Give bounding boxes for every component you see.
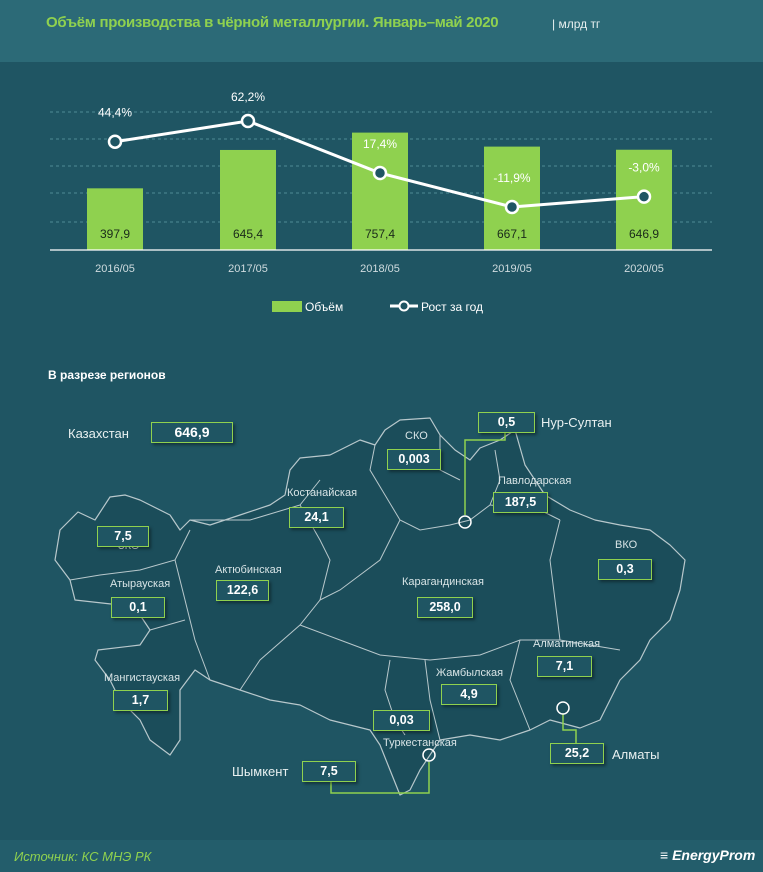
growth-point bbox=[636, 189, 652, 204]
region-label-aktobe: Актюбинская bbox=[215, 564, 282, 576]
growth-label: 62,2% bbox=[231, 90, 265, 104]
legend-bar-label: Объём bbox=[305, 300, 343, 314]
region-label-kazakhstan: Казахстан bbox=[68, 426, 129, 441]
growth-point bbox=[107, 134, 123, 149]
chart-title: Объём производства в чёрной металлургии.… bbox=[46, 14, 499, 31]
region-value-turkestan: 0,03 bbox=[373, 710, 430, 731]
growth-label: -11,9% bbox=[493, 171, 530, 185]
region-value-almaty-city: 25,2 bbox=[550, 743, 604, 764]
bar-2019/05 bbox=[484, 146, 540, 250]
region-label-zhambyl: Жамбылская bbox=[436, 667, 504, 679]
region-label-atyrau: Атырауская bbox=[110, 578, 171, 590]
x-tick-label: 2017/05 bbox=[228, 263, 268, 275]
region-label-pavlodar: Павлодарская bbox=[498, 475, 572, 487]
region-value-almaty-region: 7,1 bbox=[537, 656, 592, 677]
region-value-zko: 7,5 bbox=[97, 526, 149, 547]
growth-label: 17,4% bbox=[363, 137, 397, 151]
region-value-kostanay: 24,1 bbox=[289, 507, 344, 528]
x-tick-label: 2020/05 bbox=[624, 263, 664, 275]
region-value-sko: 0,003 bbox=[387, 449, 441, 470]
bar-2018/05 bbox=[352, 132, 408, 250]
legend-line-marker bbox=[398, 300, 410, 312]
bar-2016/05 bbox=[87, 188, 143, 250]
logo-icon: ≡ bbox=[660, 847, 673, 863]
region-value-zhambyl: 4,9 bbox=[441, 684, 497, 705]
source-note: Источник: КС МНЭ РК bbox=[14, 849, 152, 864]
footer-band bbox=[0, 840, 763, 872]
legend-line-label: Рост за год bbox=[421, 300, 483, 314]
logo-text: EnergyProm bbox=[672, 847, 756, 863]
region-value-karaganda: 258,0 bbox=[417, 597, 473, 618]
region-label-turkestan: Туркестанская bbox=[383, 737, 457, 749]
region-label-almaty-city: Алматы bbox=[612, 747, 660, 762]
region-value-mangystau: 1,7 bbox=[113, 690, 168, 711]
region-value-shymkent: 7,5 bbox=[302, 761, 356, 782]
growth-label: 44,4% bbox=[98, 106, 132, 120]
region-value-atyrau: 0,1 bbox=[111, 597, 165, 618]
region-label-shymkent: Шымкент bbox=[232, 764, 289, 779]
region-label-kostanay: Костанайская bbox=[287, 487, 358, 499]
region-label-almaty-region: Алматинская bbox=[533, 638, 601, 650]
bar-label: 645,4 bbox=[233, 227, 263, 241]
bar-label: 757,4 bbox=[365, 227, 395, 241]
region-label-vko: ВКО bbox=[615, 539, 638, 551]
growth-point bbox=[240, 113, 256, 129]
region-value-pavlodar: 187,5 bbox=[493, 492, 548, 513]
growth-label: -3,0% bbox=[628, 161, 660, 175]
region-value-kazakhstan: 646,9 bbox=[151, 422, 233, 443]
chart-svg: 397,9 2016/05 645,4 2017/05 757,4 2018/05 667,… bbox=[50, 90, 712, 314]
regions-title: В разрезе регионов bbox=[48, 368, 166, 382]
header-band bbox=[0, 0, 763, 62]
growth-point bbox=[372, 165, 388, 181]
region-label-mangystau: Мангистауская bbox=[104, 672, 181, 684]
region-label-karaganda: Карагандинская bbox=[402, 576, 484, 588]
bar-label: 397,9 bbox=[100, 227, 130, 241]
unit-label: | млрд тг bbox=[552, 17, 601, 31]
x-tick-label: 2019/05 bbox=[492, 263, 532, 275]
bar-label: 646,9 bbox=[629, 227, 659, 241]
region-value-nur-sultan: 0,5 bbox=[478, 412, 535, 433]
region-label-sko: СКО bbox=[405, 430, 428, 442]
bar-2017/05 bbox=[220, 149, 276, 250]
region-value-aktobe: 122,6 bbox=[216, 580, 269, 601]
leader-lines bbox=[330, 432, 577, 794]
legend-bar-swatch bbox=[272, 301, 302, 312]
energyprom-logo: ≡ EnergyProm bbox=[660, 847, 755, 863]
growth-point bbox=[504, 199, 520, 215]
almaty-marker-icon bbox=[556, 701, 570, 715]
x-tick-label: 2018/05 bbox=[360, 263, 400, 275]
shymkent-marker-icon bbox=[422, 748, 436, 762]
nur-sultan-marker-icon bbox=[458, 515, 472, 529]
region-value-vko: 0,3 bbox=[598, 559, 652, 580]
x-tick-label: 2016/05 bbox=[95, 263, 135, 275]
bar-label: 667,1 bbox=[497, 227, 527, 241]
region-label-nur-sultan: Нур-Султан bbox=[541, 415, 612, 430]
